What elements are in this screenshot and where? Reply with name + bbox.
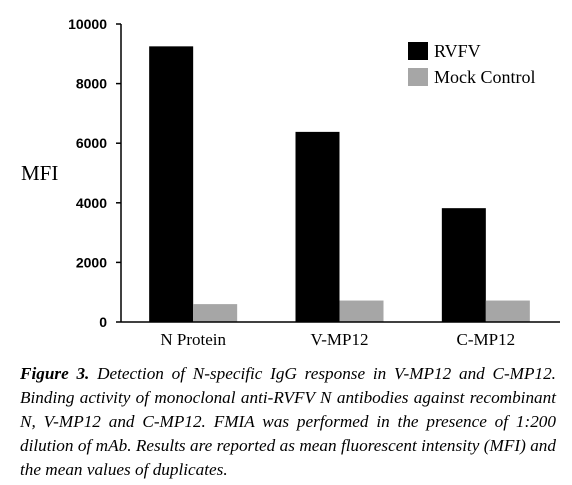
legend-label: Mock Control — [434, 67, 536, 87]
y-tick-label: 8000 — [76, 76, 107, 92]
caption-label: Figure 3. — [20, 364, 90, 383]
bar-rvfv — [441, 208, 486, 322]
y-axis-label: MFI — [21, 161, 58, 185]
y-tick-label: 4000 — [76, 195, 107, 211]
bar-mock-control — [485, 300, 530, 322]
x-category-label: C-MP12 — [457, 330, 516, 349]
x-category-label: V-MP12 — [311, 330, 369, 349]
y-tick-label: 6000 — [76, 135, 107, 151]
legend-label: RVFV — [434, 41, 481, 61]
caption-text: Detection of N-specific IgG response in … — [20, 364, 556, 479]
bar-chart: 0 2000 4000 6000 8000 10000 N Protein V-MP12 C-… — [21, 16, 560, 349]
x-category-label: N Protein — [160, 330, 226, 349]
legend-swatch — [408, 68, 428, 86]
y-tick-label: 2000 — [76, 254, 107, 270]
figure-caption: Figure 3. Detection of N-specific IgG re… — [20, 362, 556, 482]
bar-rvfv — [149, 46, 194, 322]
y-tick-label: 10000 — [68, 16, 107, 32]
y-tick-label: 0 — [99, 314, 107, 330]
legend-swatch — [408, 42, 428, 60]
x-labels-group: N Protein V-MP12 C-MP12 — [160, 330, 515, 349]
bar-mock-control — [339, 300, 384, 322]
y-ticks-group: 0 2000 4000 6000 8000 10000 — [68, 16, 121, 330]
bar-rvfv — [295, 131, 340, 322]
bar-mock-control — [193, 304, 238, 322]
legend: RVFV Mock Control — [408, 41, 536, 87]
bars-group — [149, 46, 530, 322]
